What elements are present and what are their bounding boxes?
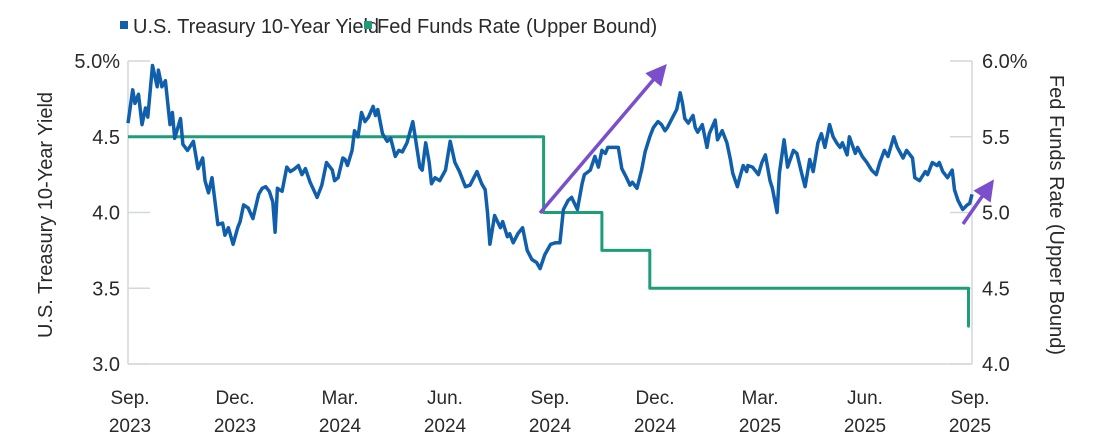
x-tick-month: Sep.: [110, 388, 149, 409]
x-tick-month: Dec.: [215, 388, 254, 409]
x-tick-month: Sep.: [950, 388, 989, 409]
x-tick-year: 2024: [529, 416, 572, 437]
right-tick-label: 5.5: [982, 127, 1010, 149]
series-line-fed-funds-rate-upper-bound: [128, 135, 970, 328]
x-tick-year: 2023: [109, 416, 151, 437]
series-layer: [126, 63, 974, 328]
x-tick-year: 2024: [319, 416, 362, 437]
right-tick-label: 4.5: [982, 278, 1010, 300]
x-tick-year: 2024: [424, 416, 467, 437]
left-tick-label: 5.0%: [74, 51, 120, 73]
x-tick-month: Dec.: [635, 388, 674, 409]
series-line-u-s-treasury-10-year-yield: [126, 63, 974, 271]
x-axis-ticks: Sep. 2023 Dec. 2023 Mar. 2024 Jun. 2024 Sep. 2024…: [109, 388, 991, 437]
left-tick-label: 3.0: [92, 354, 120, 376]
left-tick-label: 4.0: [92, 203, 120, 225]
left-axis-label: U.S. Treasury 10-Year Yield: [35, 92, 57, 338]
x-tick-year: 2024: [634, 416, 677, 437]
x-tick-month: Sep.: [530, 388, 569, 409]
legend-label-fed-funds: Fed Funds Rate (Upper Bound): [377, 16, 657, 38]
legend-swatch-treasury: [120, 21, 128, 29]
right-axis-ticks: 4.0 4.5 5.0 5.5 6.0%: [950, 51, 1028, 376]
x-tick-month: Mar.: [322, 388, 359, 409]
x-tick-year: 2025: [949, 416, 991, 437]
x-tick-year: 2025: [739, 416, 781, 437]
x-tick-month: Jun.: [427, 388, 463, 409]
right-tick-label: 6.0%: [982, 51, 1028, 73]
annotation-arrow-latest: [961, 179, 994, 225]
right-tick-label: 5.0: [982, 203, 1010, 225]
x-tick-year: 2023: [214, 416, 256, 437]
x-tick-year: 2025: [844, 416, 886, 437]
right-axis-label: Fed Funds Rate (Upper Bound): [1045, 75, 1067, 355]
legend-swatch-fed-funds: [364, 21, 372, 29]
left-tick-label: 4.5: [92, 127, 120, 149]
legend-label-treasury: U.S. Treasury 10-Year Yield: [133, 16, 379, 38]
right-tick-label: 4.0: [982, 354, 1010, 376]
x-tick-month: Jun.: [847, 388, 883, 409]
left-tick-label: 3.5: [92, 278, 120, 300]
legend: U.S. Treasury 10-Year Yield Fed Funds Ra…: [120, 16, 657, 38]
annotation-arrow-rising-yield: [538, 64, 667, 215]
x-tick-month: Mar.: [742, 388, 779, 409]
